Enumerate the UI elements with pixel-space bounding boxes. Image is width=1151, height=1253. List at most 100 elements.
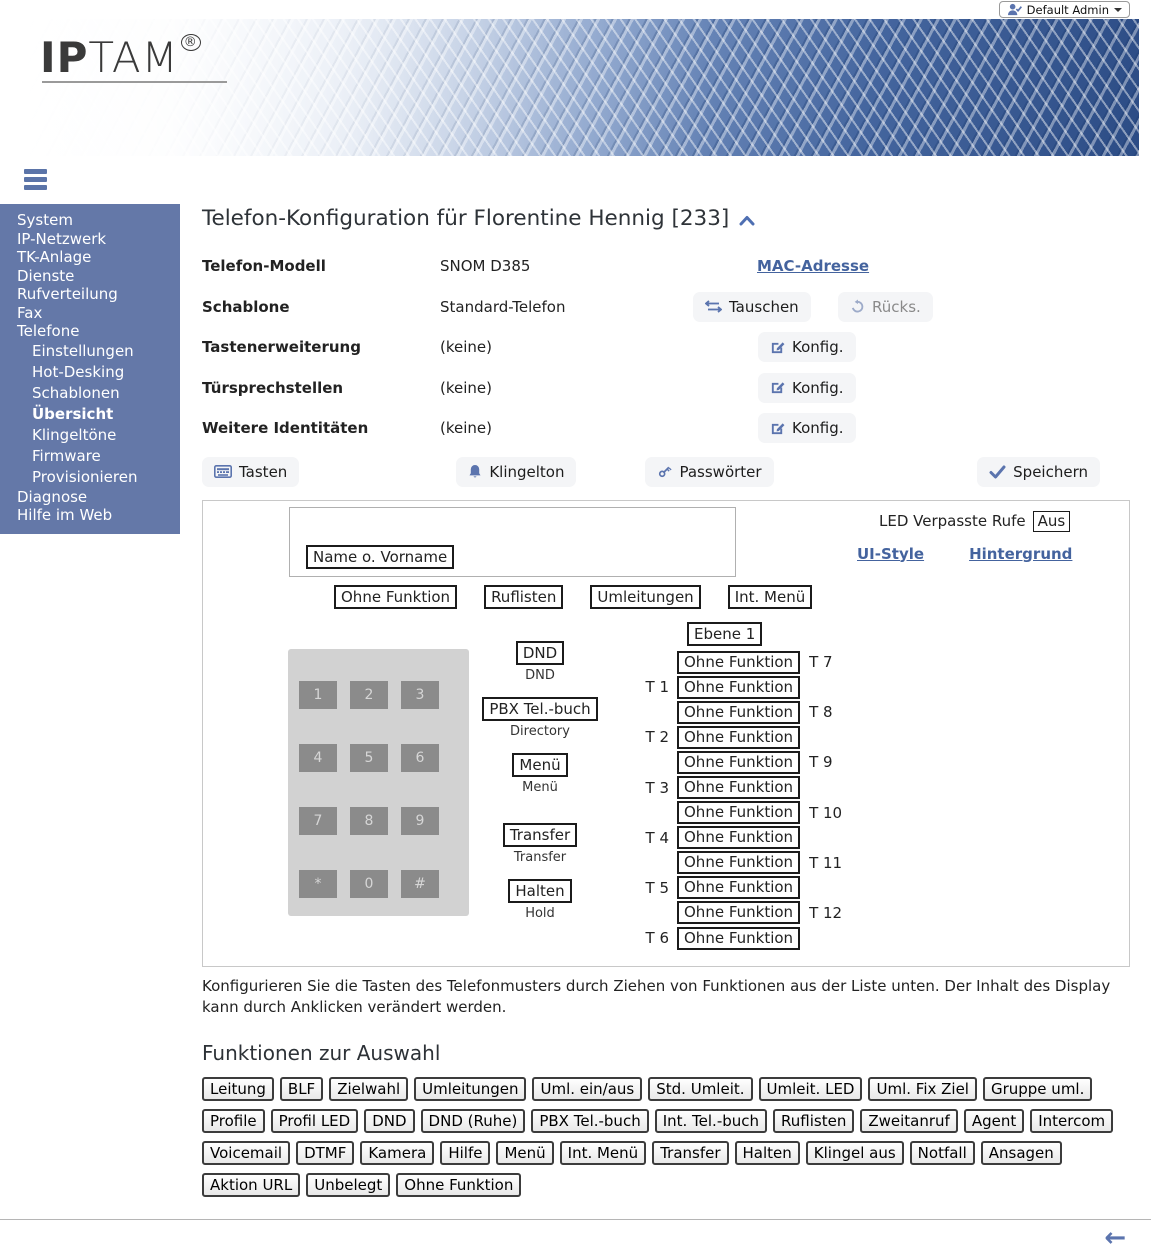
instruction-text: Konfigurieren Sie die Tasten des Telefon… xyxy=(202,976,1111,1016)
hintergrund-link[interactable]: Hintergrund xyxy=(969,544,1073,563)
fixed-key: Halten Hold xyxy=(440,878,640,921)
passwoerter-button[interactable]: Passwörter xyxy=(645,456,774,487)
function-chip[interactable]: DND xyxy=(364,1108,415,1133)
tasten-button[interactable]: Tasten xyxy=(202,456,300,487)
function-chip[interactable]: Gruppe uml. xyxy=(982,1076,1093,1101)
fixed-key-chip[interactable]: Halten xyxy=(508,878,572,903)
softkey-chip[interactable]: Int. Menü xyxy=(727,584,813,609)
t-key-function-chip[interactable]: Ohne Funktion xyxy=(677,675,801,699)
softkey-chip[interactable]: Ruflisten xyxy=(484,584,564,609)
t-key-label-right: T 7 xyxy=(809,653,833,672)
menu-toggle-icon[interactable] xyxy=(24,169,47,193)
function-chip[interactable]: Transfer xyxy=(652,1140,729,1165)
ruecksetzen-button[interactable]: Rücks. xyxy=(838,291,933,322)
function-chip[interactable]: Halten xyxy=(734,1140,800,1165)
ebene-chip[interactable]: Ebene 1 xyxy=(687,621,763,646)
function-chip[interactable]: Agent xyxy=(963,1108,1025,1133)
sidebar-item[interactable]: System xyxy=(17,211,73,229)
function-chip[interactable]: Profile xyxy=(202,1108,265,1133)
ui-style-link[interactable]: UI-Style xyxy=(857,544,925,563)
function-chip[interactable]: Menü xyxy=(496,1140,554,1165)
function-chip[interactable]: Profil LED xyxy=(270,1108,359,1133)
function-chip[interactable]: Std. Umleit. xyxy=(648,1076,753,1101)
sidebar-item[interactable]: Dienste xyxy=(17,266,75,285)
sidebar-item[interactable]: IP-Netzwerk xyxy=(17,229,107,248)
fixed-key-sublabel: Directory xyxy=(510,723,570,739)
fixed-key-chip[interactable]: PBX Tel.-buch xyxy=(482,696,598,721)
t-key-function-chip[interactable]: Ohne Funktion xyxy=(677,876,801,900)
function-chip[interactable]: DND (Ruhe) xyxy=(420,1108,526,1133)
konfig-button-weitere-identitaeten[interactable]: Konfig. xyxy=(758,413,856,444)
function-chip[interactable]: Intercom xyxy=(1030,1108,1114,1133)
function-chip[interactable]: Umleitungen xyxy=(414,1076,527,1101)
fixed-key-chip[interactable]: DND xyxy=(515,640,565,665)
display-links: UI-Style Hintergrund xyxy=(857,545,1072,563)
t-key-label-right: T 9 xyxy=(809,753,833,772)
softkey-chip[interactable]: Umleitungen xyxy=(590,584,701,609)
edit-icon xyxy=(770,421,785,436)
keypad-key: 1 xyxy=(299,680,337,709)
sidebar-item[interactable]: Telefone xyxy=(17,322,80,340)
sidebar-item[interactable]: Schablonen xyxy=(32,383,120,402)
tauschen-button[interactable]: Tauschen xyxy=(693,291,811,322)
function-chip[interactable]: Aktion URL xyxy=(202,1172,301,1197)
function-chip[interactable]: Unbelegt xyxy=(306,1172,391,1197)
function-chip[interactable]: Zielwahl xyxy=(329,1076,409,1101)
konfig-button-tuersprechstellen[interactable]: Konfig. xyxy=(758,372,856,403)
fixed-key-chip[interactable]: Menü xyxy=(512,752,568,777)
t-key-function-chip[interactable]: Ohne Funktion xyxy=(677,700,801,724)
function-chip[interactable]: Notfall xyxy=(909,1140,975,1165)
sidebar-item[interactable]: Einstellungen xyxy=(32,341,134,360)
sidebar-item[interactable]: Rufverteilung xyxy=(17,285,118,303)
function-chip[interactable]: Int. Tel.-buch xyxy=(654,1108,768,1133)
function-chip[interactable]: BLF xyxy=(279,1076,324,1101)
sidebar-item[interactable]: Hilfe im Web xyxy=(17,506,113,524)
function-chip[interactable]: Hilfe xyxy=(440,1140,491,1165)
function-chip[interactable]: Kamera xyxy=(360,1140,435,1165)
function-chip[interactable]: Zweitanruf xyxy=(860,1108,958,1133)
fixed-key-sublabel: Transfer xyxy=(513,849,567,865)
function-chip[interactable]: Voicemail xyxy=(202,1140,291,1165)
softkey-chip[interactable]: Ohne Funktion xyxy=(334,584,458,609)
t-key-function-chip[interactable]: Ohne Funktion xyxy=(677,725,801,749)
function-chip[interactable]: Uml. ein/aus xyxy=(532,1076,643,1101)
mac-adresse-link[interactable]: MAC-Adresse xyxy=(757,257,870,276)
t-key-function-chip[interactable]: Ohne Funktion xyxy=(677,901,801,925)
sidebar-item[interactable]: Fax xyxy=(17,303,43,322)
sidebar-item[interactable]: Klingeltöne xyxy=(32,425,117,444)
konfig-button-tastenerweiterung[interactable]: Konfig. xyxy=(758,332,856,363)
t-key-row: Ohne Funktion T 8 xyxy=(643,700,842,725)
speichern-button[interactable]: Speichern xyxy=(977,456,1100,487)
collapse-icon[interactable] xyxy=(739,207,755,232)
arrow-left-icon[interactable]: ← xyxy=(1104,1222,1126,1253)
function-chip[interactable]: Klingel aus xyxy=(805,1140,904,1165)
function-chip[interactable]: PBX Tel.-buch xyxy=(531,1108,649,1133)
sidebar-item[interactable]: Übersicht xyxy=(32,404,114,423)
phone-display: Name o. Vorname xyxy=(289,506,736,577)
sidebar-item[interactable]: Hot-Desking xyxy=(32,362,125,381)
function-chip[interactable]: Int. Menü xyxy=(559,1140,647,1165)
t-key-function-chip[interactable]: Ohne Funktion xyxy=(677,826,801,850)
t-key-function-chip[interactable]: Ohne Funktion xyxy=(677,926,801,950)
t-key-function-chip[interactable]: Ohne Funktion xyxy=(677,851,801,875)
function-chip[interactable]: Ruflisten xyxy=(773,1108,855,1133)
fixed-key-chip[interactable]: Transfer xyxy=(502,822,578,847)
t-key-function-chip[interactable]: Ohne Funktion xyxy=(677,750,801,774)
function-chip[interactable]: Umleit. LED xyxy=(758,1076,863,1101)
sidebar-item[interactable]: TK-Anlage xyxy=(17,248,92,266)
t-key-function-chip[interactable]: Ohne Funktion xyxy=(677,801,801,825)
function-chip[interactable]: Ansagen xyxy=(980,1140,1062,1165)
function-chip[interactable]: Ohne Funktion xyxy=(396,1172,522,1197)
sidebar-item[interactable]: Firmware xyxy=(32,446,101,465)
function-chip[interactable]: DTMF xyxy=(296,1140,355,1165)
function-chip[interactable]: Leitung xyxy=(202,1076,274,1101)
led-value-toggle[interactable]: Aus xyxy=(1032,510,1071,532)
display-label-chip[interactable]: Name o. Vorname xyxy=(306,544,455,569)
t-key-function-chip[interactable]: Ohne Funktion xyxy=(677,776,801,800)
t-key-function-chip[interactable]: Ohne Funktion xyxy=(677,650,801,674)
sidebar-item[interactable]: Diagnose xyxy=(17,487,88,506)
function-chip[interactable]: Uml. Fix Ziel xyxy=(868,1076,977,1101)
user-menu-button[interactable]: Default Admin xyxy=(998,1,1130,18)
klingelton-button[interactable]: Klingelton xyxy=(456,456,577,487)
sidebar-item[interactable]: Provisionieren xyxy=(32,467,138,486)
